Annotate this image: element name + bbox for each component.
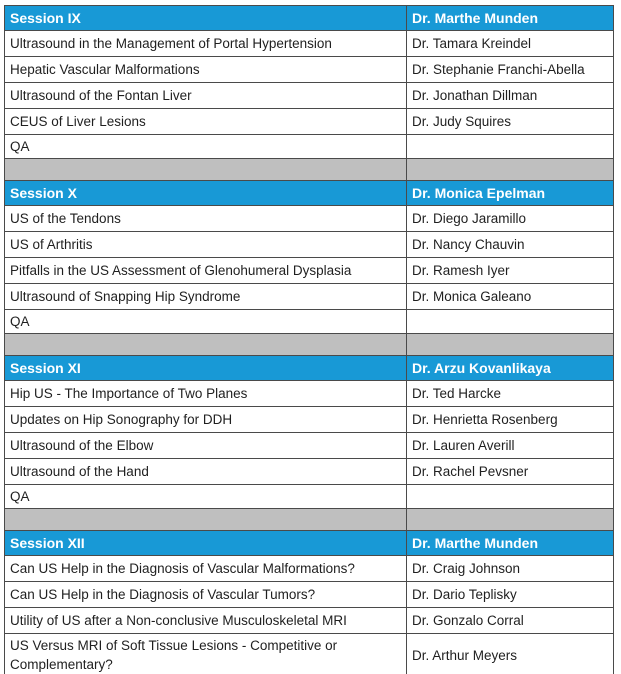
talk-row: Ultrasound of the Hand Dr. Rachel Pevsner [4,458,614,485]
talk-row: Updates on Hip Sonography for DDH Dr. Hen… [4,406,614,433]
session-title-cell: Session IX [4,5,407,31]
separator-cell [406,158,614,181]
separator-cell [406,333,614,356]
talk-row: Hepatic Vascular Malformations Dr. Stepha… [4,56,614,83]
talk-speaker-cell: Dr. Ted Harcke [406,380,614,407]
talk-topic-cell: Can US Help in the Diagnosis of Vascular… [4,581,407,608]
qa-speaker-cell-empty [406,484,614,509]
talk-speaker-cell: Dr. Arthur Meyers [406,633,614,674]
separator-cell [406,508,614,531]
talk-topic-cell: Hip US - The Importance of Two Planes [4,380,407,407]
talk-speaker-cell: Dr. Stephanie Franchi-Abella [406,56,614,83]
talk-topic-cell: Pitfalls in the US Assessment of Glenohu… [4,257,407,284]
talk-topic-cell: US of Arthritis [4,231,407,258]
talk-speaker-cell: Dr. Jonathan Dillman [406,82,614,109]
talk-row: Can US Help in the Diagnosis of Vascular… [4,581,614,608]
talk-row: US of Arthritis Dr. Nancy Chauvin [4,231,614,258]
talk-row: CEUS of Liver Lesions Dr. Judy Squires [4,108,614,135]
session-moderator-cell: Dr. Arzu Kovanlikaya [406,355,614,381]
talk-row: US of the Tendons Dr. Diego Jaramillo [4,205,614,232]
schedule-table: Session IX Dr. Marthe Munden Ultrasound in… [4,5,614,674]
talk-speaker-cell: Dr. Monica Galeano [406,283,614,310]
talk-topic-cell: Updates on Hip Sonography for DDH [4,406,407,433]
session-header-row: Session X Dr. Monica Epelman [4,180,614,206]
session-moderator-cell: Dr. Marthe Munden [406,5,614,31]
qa-row: QA [4,309,614,334]
session-moderator-cell: Dr. Marthe Munden [406,530,614,556]
session-header-row: Session XI Dr. Arzu Kovanlikaya [4,355,614,381]
talk-speaker-cell: Dr. Nancy Chauvin [406,231,614,258]
separator-row [4,333,614,356]
schedule-body: Session IX Dr. Marthe Munden Ultrasound in… [4,5,614,674]
session-moderator-cell: Dr. Monica Epelman [406,180,614,206]
talk-topic-cell: Ultrasound of the Fontan Liver [4,82,407,109]
talk-row: Pitfalls in the US Assessment of Glenohu… [4,257,614,284]
talk-speaker-cell: Dr. Judy Squires [406,108,614,135]
qa-speaker-cell-empty [406,134,614,159]
talk-speaker-cell: Dr. Diego Jaramillo [406,205,614,232]
talk-topic-cell: Utility of US after a Non-conclusive Mus… [4,607,407,634]
talk-row: Ultrasound in the Management of Portal H… [4,30,614,57]
talk-speaker-cell: Dr. Craig Johnson [406,555,614,582]
qa-label-cell: QA [4,309,407,334]
qa-row: QA [4,484,614,509]
talk-speaker-cell: Dr. Ramesh Iyer [406,257,614,284]
talk-row: Utility of US after a Non-conclusive Mus… [4,607,614,634]
talk-topic-cell: Can US Help in the Diagnosis of Vascular… [4,555,407,582]
talk-topic-cell: Ultrasound of Snapping Hip Syndrome [4,283,407,310]
talk-row: Can US Help in the Diagnosis of Vascular… [4,555,614,582]
qa-row: QA [4,134,614,159]
talk-topic-cell: CEUS of Liver Lesions [4,108,407,135]
qa-label-cell: QA [4,484,407,509]
session-title-cell: Session XII [4,530,407,556]
talk-row: Ultrasound of the Fontan Liver Dr. Jonath… [4,82,614,109]
session-title-cell: Session X [4,180,407,206]
separator-cell [4,508,407,531]
talk-speaker-cell: Dr. Gonzalo Corral [406,607,614,634]
session-header-row: Session XII Dr. Marthe Munden [4,530,614,556]
talk-topic-cell: Ultrasound of the Elbow [4,432,407,459]
talk-topic-cell: US Versus MRI of Soft Tissue Lesions - C… [4,633,407,674]
talk-row: Hip US - The Importance of Two Planes Dr.… [4,380,614,407]
separator-row [4,158,614,181]
talk-topic-cell: Ultrasound of the Hand [4,458,407,485]
talk-row: Ultrasound of the Elbow Dr. Lauren Averil… [4,432,614,459]
talk-topic-cell: Ultrasound in the Management of Portal H… [4,30,407,57]
talk-speaker-cell: Dr. Rachel Pevsner [406,458,614,485]
talk-topic-cell: Hepatic Vascular Malformations [4,56,407,83]
session-header-row: Session IX Dr. Marthe Munden [4,5,614,31]
talk-speaker-cell: Dr. Lauren Averill [406,432,614,459]
separator-cell [4,158,407,181]
qa-speaker-cell-empty [406,309,614,334]
talk-topic-cell: US of the Tendons [4,205,407,232]
talk-speaker-cell: Dr. Tamara Kreindel [406,30,614,57]
talk-speaker-cell: Dr. Dario Teplisky [406,581,614,608]
session-title-cell: Session XI [4,355,407,381]
qa-label-cell: QA [4,134,407,159]
talk-row: US Versus MRI of Soft Tissue Lesions - C… [4,633,614,674]
talk-row: Ultrasound of Snapping Hip Syndrome Dr. M… [4,283,614,310]
separator-row [4,508,614,531]
separator-cell [4,333,407,356]
talk-speaker-cell: Dr. Henrietta Rosenberg [406,406,614,433]
